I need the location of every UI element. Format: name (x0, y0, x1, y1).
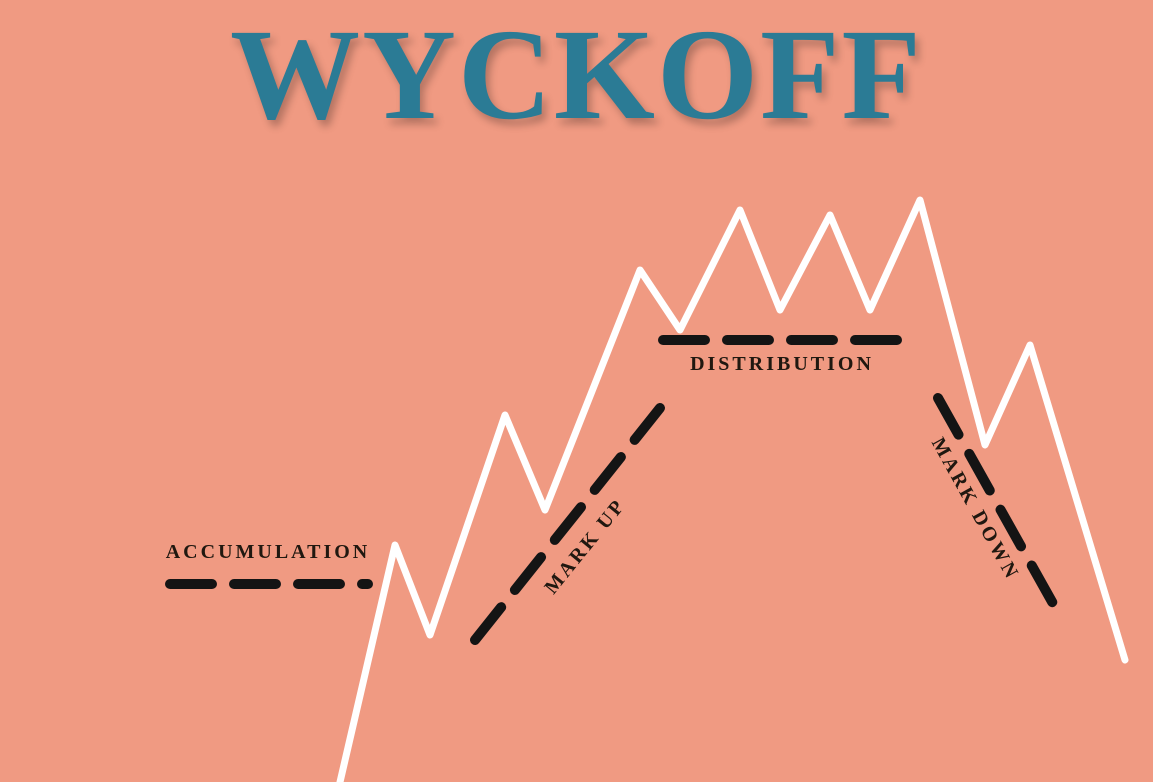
title: WYCKOFF (230, 0, 923, 150)
accumulation-label: ACCUMULATION (166, 541, 371, 563)
wyckoff-diagram: ACCUMULATIONMARK UPDISTRIBUTIONMARK DOWN… (0, 0, 1153, 782)
distribution-label: DISTRIBUTION (690, 353, 874, 375)
